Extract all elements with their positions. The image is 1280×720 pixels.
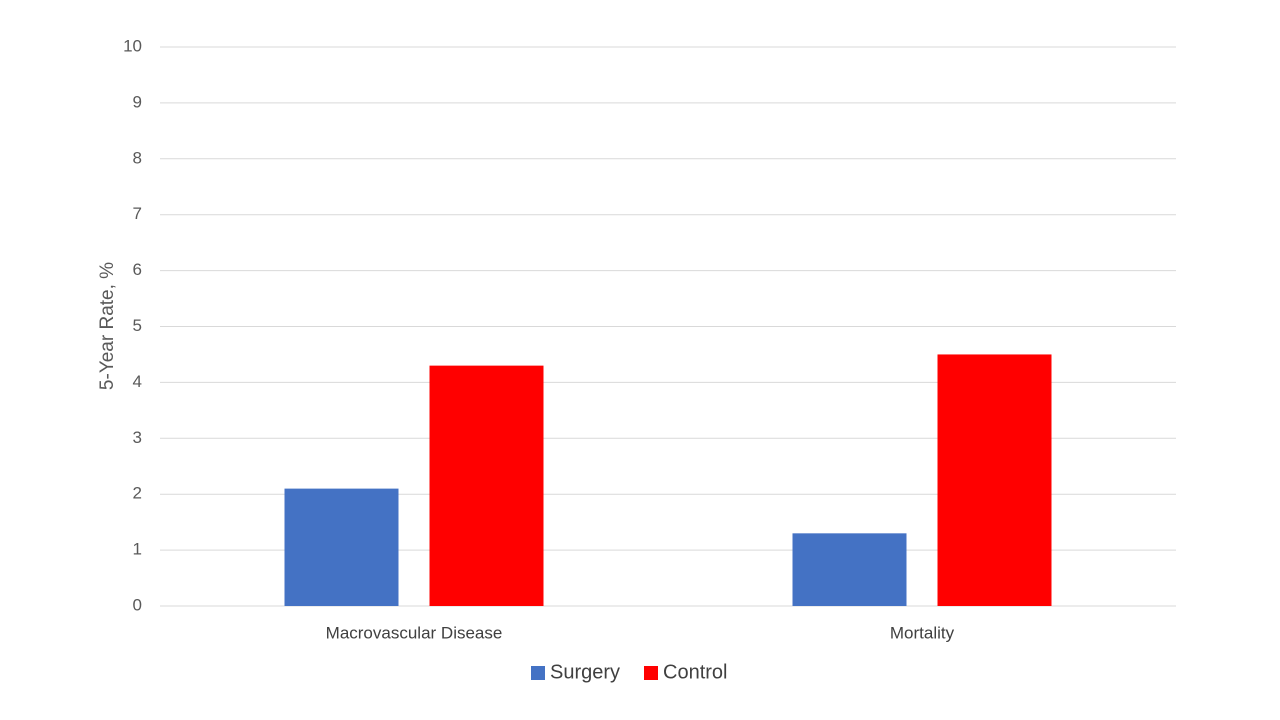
legend-label-surgery: Surgery <box>550 661 620 683</box>
x-category-label: Mortality <box>890 623 955 642</box>
x-axis-categories: Macrovascular Disease Mortality <box>326 623 955 642</box>
y-tick-label: 2 <box>133 484 142 503</box>
y-tick-label: 5 <box>133 316 142 335</box>
legend-swatch-control <box>644 666 658 680</box>
bar-control-1 <box>429 365 544 606</box>
y-tick-label: 7 <box>133 204 142 223</box>
y-tick-label: 10 <box>123 36 142 55</box>
bar-surgery-2 <box>792 533 907 606</box>
legend-swatch-surgery <box>531 666 545 680</box>
bar-control-2 <box>937 354 1052 606</box>
y-tick-label: 8 <box>133 148 142 167</box>
y-tick-label: 0 <box>133 595 142 614</box>
y-tick-label: 4 <box>133 372 142 391</box>
bars <box>284 354 1052 606</box>
bar-surgery-1 <box>284 488 399 606</box>
legend-label-control: Control <box>663 661 727 683</box>
x-category-label: Macrovascular Disease <box>326 623 503 642</box>
legend: Surgery Control <box>531 661 727 683</box>
y-tick-label: 6 <box>133 260 142 279</box>
y-tick-label: 9 <box>133 92 142 111</box>
y-tick-label: 3 <box>133 428 142 447</box>
y-axis-ticks: 0 1 2 3 4 5 6 7 8 9 10 <box>123 36 142 614</box>
y-axis-title: 5-Year Rate, % <box>97 262 118 390</box>
y-tick-label: 1 <box>133 540 142 559</box>
